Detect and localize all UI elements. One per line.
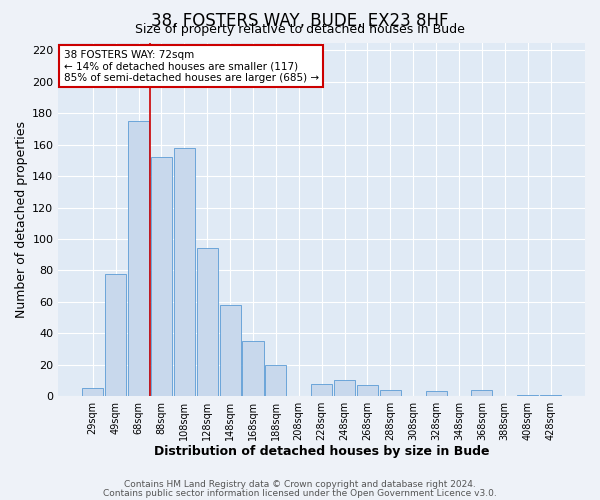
Text: Contains HM Land Registry data © Crown copyright and database right 2024.: Contains HM Land Registry data © Crown c… bbox=[124, 480, 476, 489]
Text: Contains public sector information licensed under the Open Government Licence v3: Contains public sector information licen… bbox=[103, 488, 497, 498]
Bar bbox=[82, 388, 103, 396]
Bar bbox=[242, 341, 263, 396]
Bar bbox=[220, 305, 241, 396]
Bar bbox=[357, 385, 378, 396]
Bar bbox=[197, 248, 218, 396]
Bar bbox=[334, 380, 355, 396]
Bar bbox=[472, 390, 493, 396]
Bar bbox=[105, 274, 126, 396]
Bar bbox=[311, 384, 332, 396]
Text: Size of property relative to detached houses in Bude: Size of property relative to detached ho… bbox=[135, 22, 465, 36]
Bar bbox=[425, 392, 446, 396]
Bar bbox=[128, 121, 149, 396]
Bar bbox=[540, 394, 561, 396]
Bar bbox=[517, 394, 538, 396]
Bar bbox=[151, 157, 172, 396]
Text: 38, FOSTERS WAY, BUDE, EX23 8HF: 38, FOSTERS WAY, BUDE, EX23 8HF bbox=[151, 12, 449, 30]
Bar bbox=[380, 390, 401, 396]
Bar bbox=[174, 148, 195, 396]
Y-axis label: Number of detached properties: Number of detached properties bbox=[15, 121, 28, 318]
Bar bbox=[265, 364, 286, 396]
Text: 38 FOSTERS WAY: 72sqm
← 14% of detached houses are smaller (117)
85% of semi-det: 38 FOSTERS WAY: 72sqm ← 14% of detached … bbox=[64, 50, 319, 83]
X-axis label: Distribution of detached houses by size in Bude: Distribution of detached houses by size … bbox=[154, 444, 490, 458]
